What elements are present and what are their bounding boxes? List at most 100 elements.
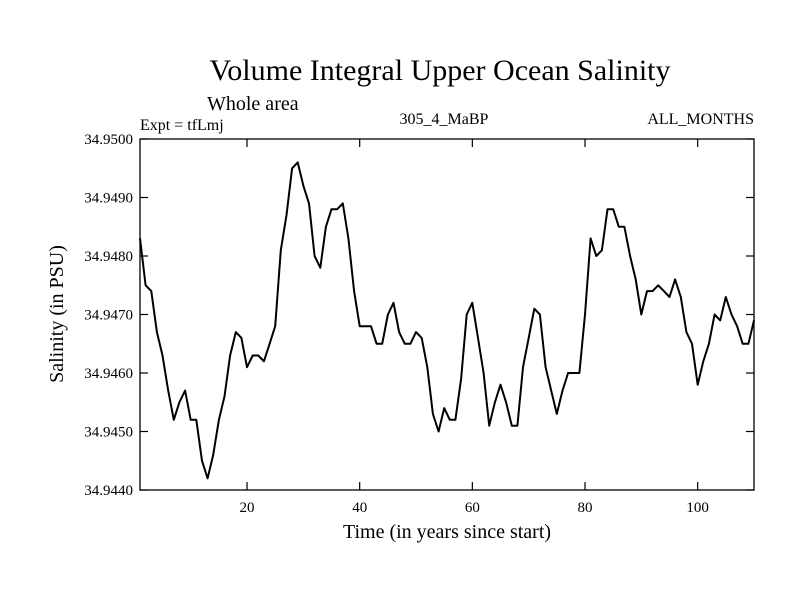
- data-point: [392, 302, 395, 304]
- data-point: [590, 237, 592, 239]
- data-point: [730, 313, 733, 316]
- data-point: [488, 425, 490, 427]
- data-point: [421, 337, 423, 339]
- months-label: ALL_MONTHS: [647, 111, 754, 128]
- data-point: [319, 267, 321, 269]
- data-point: [246, 366, 248, 368]
- data-point: [438, 430, 440, 433]
- data-point: [725, 296, 727, 298]
- data-point: [623, 226, 626, 228]
- data-point: [584, 313, 586, 316]
- run-id-label: 305_4_MaBP: [400, 111, 489, 128]
- data-point: [415, 331, 417, 333]
- data-point: [618, 226, 620, 228]
- y-tick-label: 34.9440: [84, 483, 133, 499]
- data-point: [370, 325, 372, 327]
- data-point: [612, 208, 614, 210]
- data-point: [466, 313, 468, 316]
- data-point: [207, 477, 209, 479]
- data-point: [404, 343, 406, 345]
- data-point: [325, 226, 327, 228]
- data-point: [629, 255, 631, 257]
- data-point: [736, 325, 738, 327]
- data-point: [714, 313, 716, 316]
- data-point: [567, 372, 569, 374]
- x-axis-label: Time (in years since start): [343, 521, 551, 543]
- data-point: [235, 331, 237, 333]
- data-point: [291, 167, 293, 169]
- data-point: [190, 419, 192, 421]
- data-point: [229, 354, 231, 357]
- data-point: [280, 249, 282, 251]
- data-point: [522, 366, 524, 368]
- data-point: [528, 337, 530, 339]
- data-point: [477, 337, 479, 339]
- salinity-series-line: [139, 161, 755, 480]
- data-point: [533, 308, 535, 310]
- data-point: [223, 395, 226, 397]
- data-point: [753, 319, 755, 321]
- plot-frame: [139, 138, 755, 491]
- data-point: [471, 302, 473, 304]
- data-point: [454, 419, 456, 421]
- data-point: [697, 384, 699, 386]
- data-point: [426, 366, 428, 368]
- data-point: [240, 337, 242, 339]
- data-point: [511, 425, 513, 427]
- data-point: [297, 161, 299, 163]
- data-point: [573, 372, 575, 374]
- data-point: [674, 278, 676, 280]
- data-point: [606, 208, 609, 210]
- data-point: [595, 255, 597, 257]
- data-point: [578, 372, 581, 374]
- data-point: [212, 454, 214, 456]
- data-point: [269, 343, 271, 345]
- data-point: [646, 290, 648, 292]
- y-axis: 34.9440 34.9450 34.9460 34.9470 34.9480 34.94…: [84, 132, 754, 499]
- data-point: [505, 401, 507, 403]
- data-point: [708, 343, 710, 345]
- y-tick-label: 34.9450: [84, 425, 133, 441]
- data-point: [161, 354, 164, 357]
- data-point: [668, 296, 671, 298]
- data-point: [556, 413, 558, 415]
- data-point: [139, 237, 141, 239]
- data-point: [516, 425, 519, 427]
- data-point: [381, 343, 383, 345]
- data-point: [150, 290, 152, 292]
- data-point: [336, 208, 338, 210]
- data-point: [680, 296, 682, 298]
- data-point: [201, 460, 203, 462]
- data-point: [314, 255, 316, 257]
- data-point: [640, 313, 642, 316]
- data-point: [342, 202, 344, 204]
- data-point: [460, 378, 462, 380]
- x-axis: 20 40 60 80 100: [240, 139, 709, 516]
- data-point: [663, 290, 665, 292]
- data-point: [742, 343, 744, 345]
- data-point: [398, 331, 400, 333]
- data-point: [302, 185, 304, 187]
- x-tick-label: 60: [465, 500, 480, 516]
- x-tick-label: 80: [578, 500, 593, 516]
- data-point: [702, 360, 704, 362]
- data-point: [252, 354, 254, 357]
- data-point: [494, 401, 496, 403]
- data-point: [657, 284, 659, 286]
- y-tick-label: 34.9500: [84, 132, 133, 148]
- data-point: [364, 325, 366, 327]
- data-point: [353, 290, 355, 292]
- data-point: [376, 343, 378, 345]
- data-point: [195, 419, 197, 421]
- y-tick-label: 34.9490: [84, 191, 133, 207]
- data-point: [145, 284, 147, 286]
- y-axis-label: Salinity (in PSU): [46, 245, 68, 383]
- data-point: [359, 325, 361, 327]
- data-point: [550, 390, 552, 392]
- data-point: [387, 313, 389, 316]
- x-tick-label: 40: [352, 500, 367, 516]
- x-tick-label: 20: [240, 500, 255, 516]
- data-point: [747, 343, 750, 345]
- y-tick-label: 34.9470: [84, 308, 133, 324]
